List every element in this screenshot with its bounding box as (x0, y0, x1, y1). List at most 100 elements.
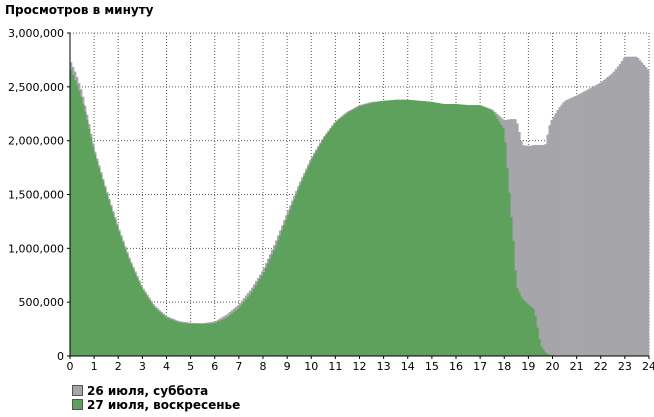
bar (353, 108, 356, 356)
bar (359, 105, 362, 356)
bar (220, 320, 224, 356)
bar (470, 105, 473, 357)
bar (224, 318, 228, 356)
bar (311, 158, 314, 356)
bar (361, 105, 364, 357)
bar (518, 292, 521, 356)
bar (256, 282, 260, 356)
bar (200, 323, 203, 356)
bar (498, 121, 501, 356)
bar (556, 110, 559, 357)
bar (192, 323, 195, 356)
bar (602, 80, 606, 357)
bar (401, 99, 405, 357)
bar (564, 100, 567, 357)
x-tick-label: 19 (521, 360, 535, 373)
bar (524, 301, 527, 356)
bar (488, 109, 491, 356)
bar (190, 323, 193, 356)
bar (170, 319, 173, 356)
bar (154, 308, 157, 356)
bar (248, 294, 252, 356)
bar (546, 354, 549, 356)
bar (305, 171, 308, 356)
bar (114, 219, 117, 356)
bar (246, 297, 250, 356)
x-tick-label: 12 (353, 360, 367, 373)
bar (295, 194, 298, 356)
bar (407, 99, 411, 357)
bar (379, 101, 382, 356)
bar (468, 105, 471, 357)
x-tick-label: 9 (284, 360, 291, 373)
bar (134, 273, 137, 356)
bar (98, 168, 101, 356)
bar (582, 91, 585, 356)
legend-label-saturday: 26 июля, суббота (87, 384, 209, 398)
bar (560, 104, 563, 357)
bar (524, 145, 527, 356)
bar (530, 307, 533, 356)
bar (242, 302, 246, 356)
bar (150, 302, 153, 356)
bar (421, 101, 425, 356)
bar (443, 104, 447, 356)
bar (267, 263, 270, 356)
ticks-layer: 0 1 2 3 4 5 6 7 8 9 10 11 12 13 14 15 16 17 18 19 20 21 22 23 24… (8, 27, 654, 373)
bar (439, 103, 443, 356)
bar (76, 85, 79, 357)
bar (144, 293, 147, 356)
bar (435, 102, 439, 356)
bar (600, 81, 604, 356)
bar (204, 323, 208, 356)
legend-swatch-saturday (72, 385, 83, 396)
bar (116, 225, 119, 356)
bar (520, 296, 523, 356)
bar (542, 144, 545, 356)
bar (138, 282, 141, 356)
bar (622, 58, 626, 356)
bar (594, 85, 598, 357)
bar (476, 105, 479, 357)
bar (271, 254, 274, 356)
bar (78, 91, 81, 356)
bar (604, 78, 608, 356)
bar (526, 145, 529, 356)
bar (279, 235, 282, 356)
bar (399, 99, 403, 357)
y-tick-label: 2,000,000 (8, 135, 64, 148)
bar (437, 103, 441, 356)
bar (494, 115, 497, 357)
bar (367, 103, 370, 356)
bar (383, 100, 386, 356)
bar (329, 129, 332, 356)
bar (168, 318, 171, 356)
bar (293, 199, 296, 356)
bar (281, 230, 284, 356)
y-tick-label: 3,000,000 (8, 27, 64, 40)
bar (194, 323, 197, 356)
x-tick-label: 5 (187, 360, 194, 373)
bar (357, 106, 360, 356)
bar (484, 107, 487, 356)
bar (532, 145, 535, 356)
bar (630, 56, 634, 356)
bar (393, 99, 396, 357)
x-tick-label: 14 (401, 360, 415, 373)
bar (335, 121, 338, 356)
bar (425, 101, 429, 356)
bar (526, 303, 529, 356)
bar (433, 102, 437, 356)
bar (427, 101, 431, 356)
bar (188, 323, 191, 356)
x-tick-label: 2 (115, 360, 122, 373)
bar (546, 134, 549, 356)
bar (520, 140, 523, 356)
bar (628, 56, 632, 356)
bar (550, 120, 553, 357)
bar (365, 104, 368, 357)
bar (164, 316, 167, 356)
bar (180, 322, 183, 356)
bar (415, 100, 419, 356)
